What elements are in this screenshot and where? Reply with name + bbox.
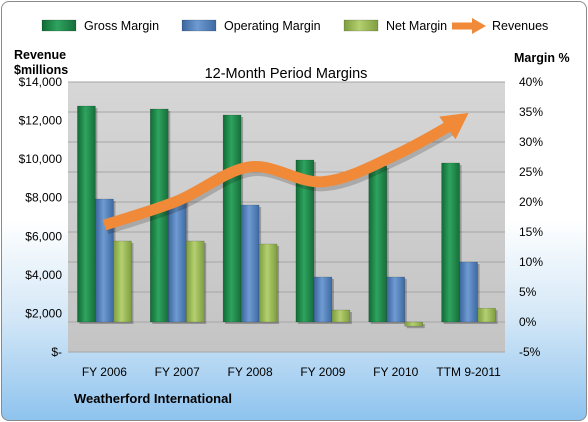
gross-margin-bar	[77, 105, 96, 323]
operating-margin-bar	[313, 276, 333, 323]
left-tick-label: $8,000	[25, 191, 62, 205]
right-tick-label: 20%	[519, 195, 543, 209]
operating-margin-bar	[386, 276, 405, 323]
net-margin-bar	[404, 321, 423, 327]
category-label: TTM 9-2011	[436, 365, 501, 379]
category-label: FY 2009	[300, 365, 345, 379]
legend-revenues: Revenues	[492, 19, 548, 33]
legend-net-margin: Net Margin	[386, 19, 447, 33]
operating-margin-bar	[240, 204, 260, 323]
chart-title: 12-Month Period Margins	[205, 66, 368, 82]
net-margin-bar	[331, 309, 351, 323]
gross-margin-bar	[368, 165, 387, 323]
legend-operating-margin-swatch	[181, 19, 217, 32]
left-tick-label: $14,000	[19, 75, 63, 89]
left-tick-label: $6,000	[25, 229, 62, 243]
legend-gross-margin: Gross Margin	[84, 19, 159, 33]
operating-margin-bar	[459, 261, 478, 323]
left-axis-title: Revenue	[14, 48, 66, 62]
right-axis-title: Margin %	[514, 51, 570, 65]
right-tick-label: 25%	[519, 165, 543, 179]
left-tick-label: $12,000	[19, 114, 63, 128]
right-tick-label: -5%	[519, 345, 541, 359]
gross-margin-bar	[222, 114, 242, 323]
right-tick-label: 0%	[519, 315, 537, 329]
left-tick-label: $10,000	[19, 152, 63, 166]
right-tick-label: 40%	[519, 75, 543, 89]
left-axis-title-units: $millions	[14, 63, 68, 77]
category-label: FY 2008	[228, 365, 273, 379]
company-name: Weatherford International	[74, 391, 232, 406]
operating-margin-bar	[168, 198, 187, 323]
revenue-line	[102, 118, 458, 231]
legend-operating-margin: Operating Margin	[224, 19, 321, 33]
right-tick-label: 5%	[519, 285, 537, 299]
category-label: FY 2010	[373, 365, 418, 379]
legend-net-margin-swatch	[343, 19, 379, 32]
revenue-arrowhead	[439, 112, 469, 140]
net-margin-bar	[186, 240, 205, 323]
left-tick-label: $2,000	[25, 306, 62, 320]
legend-gross-margin-swatch	[41, 19, 77, 32]
gross-margin-bar	[441, 162, 460, 323]
right-tick-label: 30%	[519, 135, 543, 149]
net-margin-bar	[113, 240, 132, 323]
left-tick-label: $-	[51, 345, 62, 359]
legend-revenues-arrowhead	[472, 18, 486, 34]
left-tick-label: $4,000	[25, 268, 62, 282]
right-tick-label: 10%	[519, 255, 543, 269]
category-label: FY 2006	[82, 365, 127, 379]
right-tick-label: 15%	[519, 225, 543, 239]
category-label: FY 2007	[155, 365, 200, 379]
net-margin-bar	[477, 307, 496, 323]
gross-margin-bar	[295, 159, 315, 323]
net-margin-bar	[258, 243, 278, 323]
right-tick-label: 35%	[519, 105, 543, 119]
